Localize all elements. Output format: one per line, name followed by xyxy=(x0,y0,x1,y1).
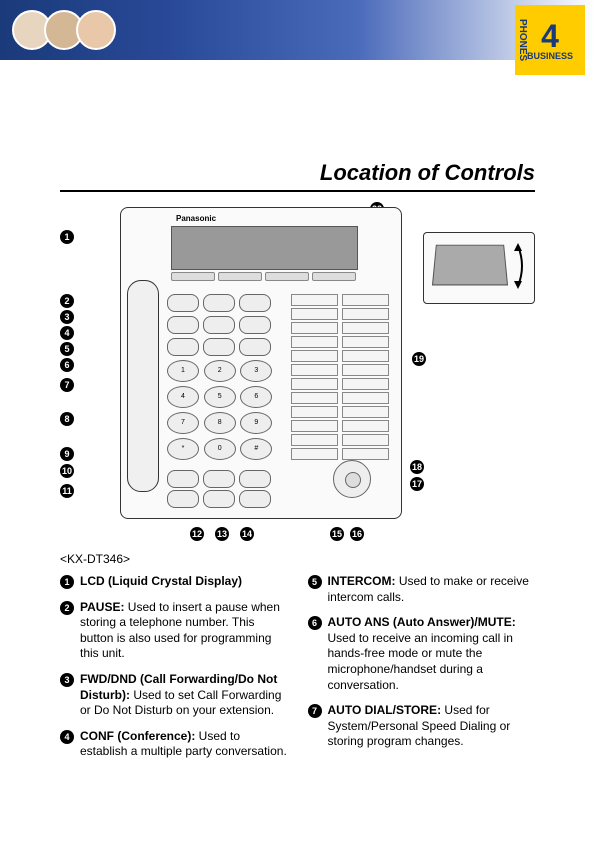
dial-keypad: 123 456 789 *0# xyxy=(167,360,273,460)
desc-item-7: 7 AUTO DIAL/STORE: Used for System/Person… xyxy=(308,703,536,750)
desc-left-column: 1 LCD (Liquid Crystal Display) 2 PAUSE: Use… xyxy=(60,574,288,770)
phone-body-outline: Panasonic 123 456 789 *0# xyxy=(120,207,402,519)
callout-12: 12 xyxy=(190,527,204,541)
softkeys-row xyxy=(171,272,356,281)
desc-item-1: 1 LCD (Liquid Crystal Display) xyxy=(60,574,288,590)
desc-text: AUTO ANS (Auto Answer)/MUTE: Used to rec… xyxy=(328,615,536,693)
desc-item-6: 6 AUTO ANS (Auto Answer)/MUTE: Used to re… xyxy=(308,615,536,693)
desc-text: AUTO DIAL/STORE: Used for System/Persona… xyxy=(328,703,536,750)
function-buttons xyxy=(167,294,277,360)
desc-text: FWD/DND (Call Forwarding/Do Not Disturb)… xyxy=(80,672,288,719)
desc-number: 7 xyxy=(308,704,322,718)
callout-13: 13 xyxy=(215,527,229,541)
logo-text-business: BUSINESS xyxy=(527,52,573,61)
callout-1: 1 xyxy=(60,230,74,244)
phones4business-logo: PHONES 4 BUSINESS xyxy=(515,5,585,75)
callout-4: 4 xyxy=(60,326,74,340)
desc-number: 2 xyxy=(60,601,74,615)
callout-3: 3 xyxy=(60,310,74,324)
desc-number: 1 xyxy=(60,575,74,589)
callout-9: 9 xyxy=(60,447,74,461)
adjust-arrow-icon xyxy=(508,241,528,291)
desc-text: LCD (Liquid Crystal Display) xyxy=(80,574,242,590)
callout-10: 10 xyxy=(60,464,74,478)
co-line-buttons xyxy=(291,294,391,460)
desc-right-column: 5 INTERCOM: Used to make or receive inter… xyxy=(308,574,536,770)
callout-14: 14 xyxy=(240,527,254,541)
callout-11: 11 xyxy=(60,484,74,498)
desc-item-4: 4 CONF (Conference): Used to establish a … xyxy=(60,729,288,760)
logo-number: 4 xyxy=(541,20,559,52)
page-title: Location of Controls xyxy=(60,160,535,192)
desc-item-3: 3 FWD/DND (Call Forwarding/Do Not Disturb… xyxy=(60,672,288,719)
callout-5: 5 xyxy=(60,342,74,356)
desc-text: CONF (Conference): Used to establish a m… xyxy=(80,729,288,760)
callout-2: 2 xyxy=(60,294,74,308)
logo-text-phones: PHONES xyxy=(517,19,527,61)
model-label: <KX-DT346> xyxy=(60,552,535,566)
navigation-key xyxy=(333,460,371,498)
callout-7: 7 xyxy=(60,378,74,392)
phone-brand-label: Panasonic xyxy=(176,214,216,223)
callout-19: 19 xyxy=(412,352,426,366)
descriptions: 1 LCD (Liquid Crystal Display) 2 PAUSE: Use… xyxy=(60,574,535,770)
desc-text: INTERCOM: Used to make or receive interc… xyxy=(328,574,536,605)
callout-6: 6 xyxy=(60,358,74,372)
phone-diagram: 1 2 3 4 5 6 7 8 9 10 11 12 13 14 15 16 1… xyxy=(60,202,535,542)
desc-number: 3 xyxy=(60,673,74,687)
desc-number: 4 xyxy=(60,730,74,744)
desc-number: 6 xyxy=(308,616,322,630)
callout-15: 15 xyxy=(330,527,344,541)
angle-adjuster-inset xyxy=(423,232,535,304)
bottom-function-row xyxy=(167,470,271,488)
desc-item-5: 5 INTERCOM: Used to make or receive inter… xyxy=(308,574,536,605)
desc-number: 5 xyxy=(308,575,322,589)
lcd-screen xyxy=(171,226,358,270)
callout-17: 17 xyxy=(410,477,424,491)
desc-text: PAUSE: Used to insert a pause when stori… xyxy=(80,600,288,662)
callout-18: 18 xyxy=(410,460,424,474)
header-banner: PHONES 4 BUSINESS xyxy=(0,0,595,60)
callout-8: 8 xyxy=(60,412,74,426)
desc-item-2: 2 PAUSE: Used to insert a pause when stor… xyxy=(60,600,288,662)
callout-16: 16 xyxy=(350,527,364,541)
header-people-graphic xyxy=(20,10,116,50)
handset-outline xyxy=(127,280,159,492)
